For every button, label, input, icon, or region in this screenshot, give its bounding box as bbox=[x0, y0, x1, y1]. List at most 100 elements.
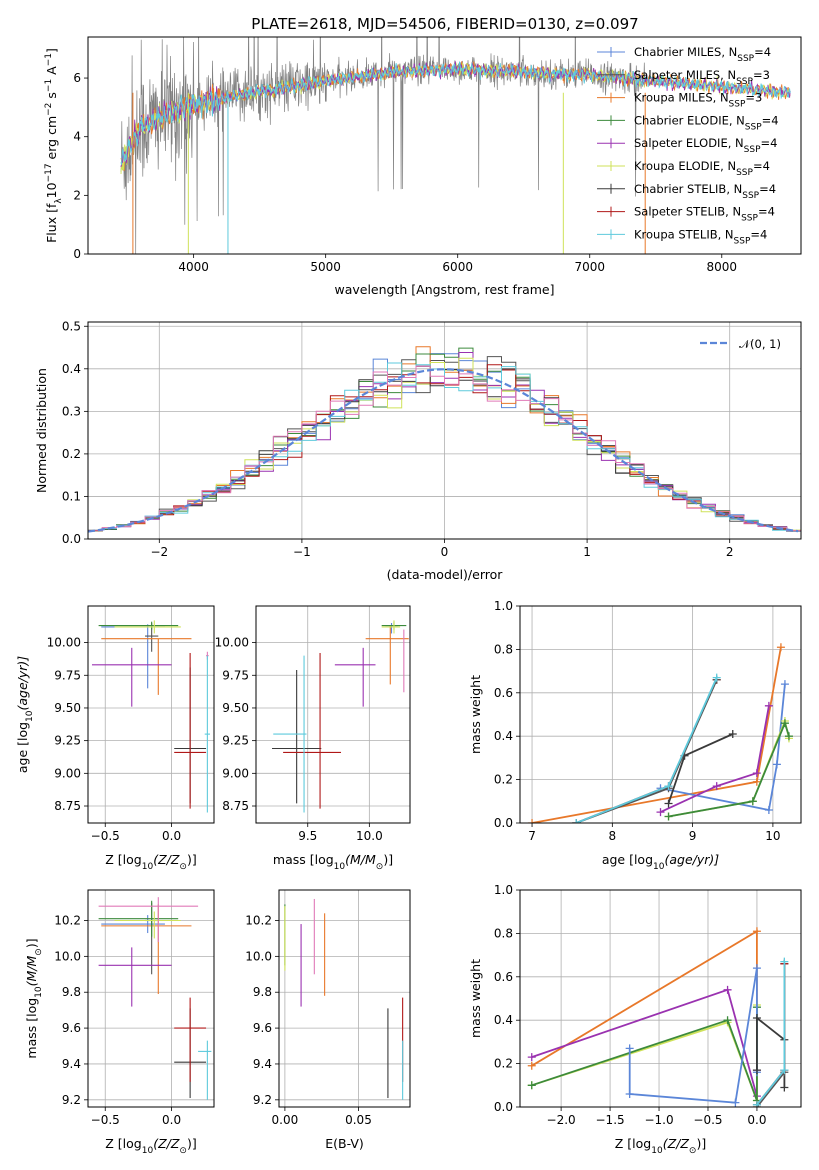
legend-label: Salpeter ELODIE, NSSP=4 bbox=[634, 136, 777, 155]
axes-frame bbox=[87, 889, 215, 1108]
y-tick-label: 9.75 bbox=[54, 668, 81, 682]
y-tick-label: 8.75 bbox=[222, 799, 249, 813]
weight-point-marker bbox=[772, 760, 781, 769]
y-tick-label: 0.8 bbox=[494, 642, 513, 656]
x-tick-label: 7000 bbox=[574, 260, 605, 274]
weight-series-line bbox=[531, 647, 782, 823]
weight-point-marker bbox=[527, 1061, 536, 1070]
x-tick-label: 0 bbox=[441, 545, 449, 559]
axes-frame bbox=[255, 605, 411, 824]
y-tick-label: 0.4 bbox=[494, 1013, 513, 1027]
weight-point-marker bbox=[656, 808, 665, 817]
y-axis-label: mass weight bbox=[468, 675, 483, 754]
weight-point-marker bbox=[527, 1081, 536, 1090]
weight-point-marker bbox=[780, 719, 789, 728]
x-tick-label: 0.0 bbox=[162, 829, 181, 843]
axes-frame bbox=[519, 889, 802, 1108]
weight-point-marker bbox=[664, 812, 673, 821]
y-tick-label: 0.3 bbox=[62, 404, 81, 418]
weight-series-line bbox=[660, 705, 770, 813]
x-tick-label: 9 bbox=[689, 829, 697, 843]
y-tick-label: 10.00 bbox=[215, 636, 249, 650]
y-tick-label: 9.8 bbox=[62, 985, 81, 999]
spectrum-panel: 4000 5000 6000 7000 8000 0 2 4 6 wavelength [Angs… bbox=[44, 36, 802, 297]
y-tick-label: 9.4 bbox=[253, 1057, 272, 1071]
y-tick-label: 0.0 bbox=[62, 532, 81, 546]
legend-label: 𝒩(0, 1) bbox=[739, 337, 781, 351]
x-axis-label: wavelength [Angstrom, rest frame] bbox=[334, 282, 554, 297]
weight-point-marker bbox=[664, 799, 673, 808]
weight-point-marker bbox=[780, 1083, 789, 1092]
legend-label: Chabrier STELIB, NSSP=4 bbox=[634, 182, 776, 201]
y-tick-label: 0.2 bbox=[494, 773, 513, 787]
y-axis-label: Flux [fλ10−17 erg cm−2 s−1 A−1] bbox=[44, 48, 64, 243]
weight-point-marker bbox=[712, 782, 721, 791]
x-tick-label: 2 bbox=[726, 545, 734, 559]
y-tick-label: 9.4 bbox=[62, 1057, 81, 1071]
y-tick-label: 10.00 bbox=[47, 636, 81, 650]
axes-frame bbox=[87, 321, 802, 540]
legend-label: Kroupa STELIB, NSSP=4 bbox=[634, 227, 767, 246]
plot-area bbox=[120, 37, 791, 254]
weight-point-marker bbox=[752, 964, 761, 973]
y-tick-label: 10.2 bbox=[245, 913, 272, 927]
y-tick-label: 9.2 bbox=[62, 1093, 81, 1107]
weight-point-marker bbox=[731, 1098, 740, 1107]
y-axis-label: Normed distribution bbox=[34, 368, 49, 493]
y-tick-label: 9.8 bbox=[253, 985, 272, 999]
y-tick-label: 0.6 bbox=[494, 970, 513, 984]
y-tick-label: 0.2 bbox=[494, 1057, 513, 1071]
y-tick-label: 0.8 bbox=[494, 926, 513, 940]
x-tick-label: −2.0 bbox=[547, 1113, 576, 1127]
weight-point-marker bbox=[752, 1066, 761, 1075]
x-tick-label: −1.5 bbox=[596, 1113, 625, 1127]
y-tick-label: 0.4 bbox=[494, 729, 513, 743]
x-tick-label: 8000 bbox=[707, 260, 738, 274]
weight-series-line bbox=[756, 961, 786, 1106]
x-tick-label: −1 bbox=[293, 545, 311, 559]
figure-title: PLATE=2618, MJD=54506, FIBERID=0130, z=0… bbox=[251, 15, 638, 33]
weight-vs-age-panel: 7 8 9 10 0.0 0.2 0.4 0.6 0.8 1.0 mass weight age [l… bbox=[468, 599, 802, 872]
x-tick-label: 8 bbox=[609, 829, 617, 843]
weight-point-marker bbox=[625, 1044, 634, 1053]
y-axis-label: mass weight bbox=[468, 959, 483, 1038]
legend-label: Kroupa MILES, NSSP=3 bbox=[634, 91, 762, 110]
weight-point-marker bbox=[528, 819, 537, 823]
residuals-panel: −2 −1 0 1 2 0.0 0.1 0.2 0.3 0.4 0.5 𝒩(0, 1) (data-mo… bbox=[34, 319, 802, 582]
y-tick-label: 0.4 bbox=[62, 362, 81, 376]
y-tick-label: 10.0 bbox=[245, 949, 272, 963]
legend-label: Chabrier MILES, NSSP=4 bbox=[634, 45, 771, 64]
weight-series-line bbox=[668, 720, 790, 818]
y-tick-label: 8.75 bbox=[54, 799, 81, 813]
histogram-step bbox=[88, 365, 801, 532]
x-axis-label: Z [log10(Z/Z⊙)] bbox=[105, 1136, 196, 1156]
x-tick-label: 10.0 bbox=[356, 829, 383, 843]
weight-point-marker bbox=[764, 805, 773, 814]
weight-point-marker bbox=[728, 730, 737, 739]
x-axis-label: age [log10(age/yr)] bbox=[602, 852, 719, 872]
y-tick-label: 1.0 bbox=[494, 599, 513, 613]
x-tick-label: 6000 bbox=[442, 260, 473, 274]
y-tick-label: 10.0 bbox=[54, 949, 81, 963]
y-axis-label: age [log10(age/yr)] bbox=[15, 656, 35, 773]
weight-point-marker bbox=[664, 782, 673, 791]
legend-label: Salpeter MILES, NSSP=3 bbox=[634, 68, 770, 87]
x-tick-label: 0.0 bbox=[747, 1113, 766, 1127]
axes-frame bbox=[87, 605, 215, 824]
y-tick-label: 9.25 bbox=[222, 734, 249, 748]
weight-point-marker bbox=[723, 1016, 732, 1025]
weight-vs-metallicity-panel: −2.0 −1.5 −1.0 −0.5 0.0 0.0 0.2 0.4 0.6 0.8 1.0 mas… bbox=[468, 883, 802, 1156]
model-spectrum-line bbox=[120, 61, 791, 165]
y-tick-label: 9.50 bbox=[222, 701, 249, 715]
y-axis-label: mass [log10(M/M⊙)] bbox=[24, 938, 44, 1058]
x-tick-label: 0.00 bbox=[272, 1113, 299, 1127]
axes-frame bbox=[87, 36, 802, 255]
x-tick-label: −0.5 bbox=[693, 1113, 722, 1127]
weight-point-marker bbox=[625, 1089, 634, 1098]
x-tick-label: 4000 bbox=[178, 260, 209, 274]
plot-area bbox=[88, 346, 801, 533]
weight-series-line bbox=[756, 963, 786, 1106]
legend-label: Salpeter STELIB, NSSP=4 bbox=[634, 205, 775, 224]
weight-point-marker bbox=[723, 985, 732, 994]
